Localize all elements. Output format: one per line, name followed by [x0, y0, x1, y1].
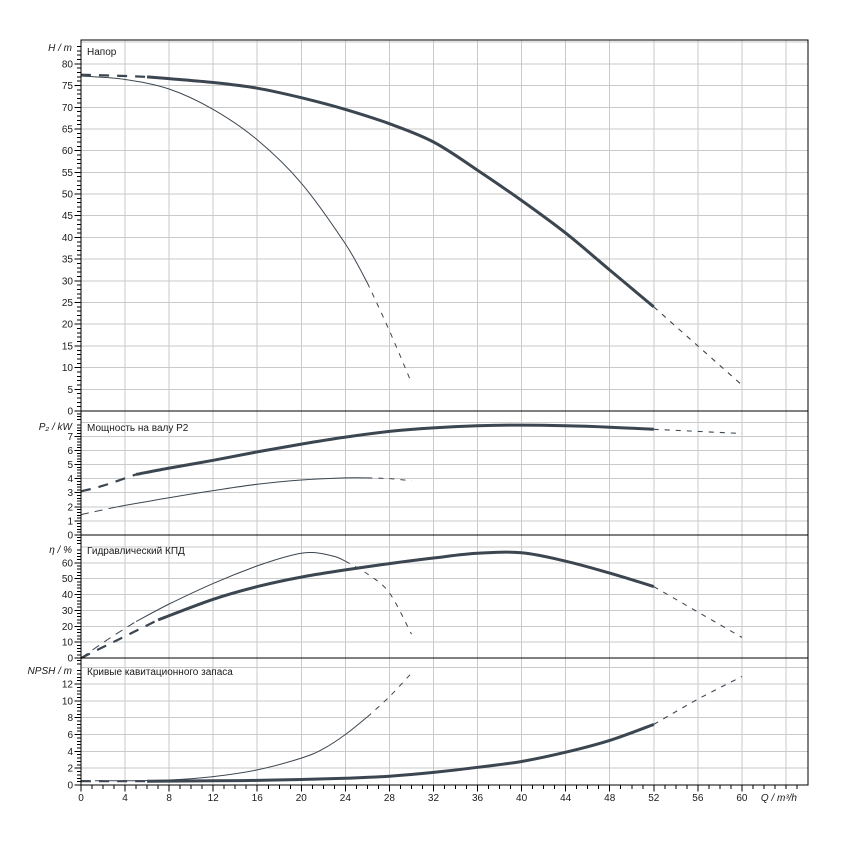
y-tick-label: 40	[62, 590, 74, 601]
efficiency-axis-unit-label: η / %	[49, 545, 72, 556]
x-tick-label: 28	[384, 793, 396, 804]
y-tick-label: 20	[62, 622, 74, 633]
y-tick-label: 30	[62, 276, 74, 287]
y-tick-label: 5	[67, 460, 73, 471]
y-tick-label: 0	[67, 781, 73, 792]
head-main-solid	[146, 75, 655, 309]
x-tick-label: 8	[166, 793, 172, 804]
npsh-main-solid	[147, 722, 655, 783]
x-tick-label: 0	[78, 793, 84, 804]
y-tick-label: 0	[67, 531, 73, 542]
y-tick-label: 25	[62, 298, 74, 309]
head-reduced-solid	[80, 75, 368, 284]
tick-label-layer: 0 4 8 12 16 20 24 28 32 36 40 44 48 52 56 6005101520253…	[62, 59, 748, 804]
y-tick-label: 3	[67, 488, 73, 499]
x-tick-label: 52	[648, 793, 660, 804]
head-main-dash-tail	[653, 306, 743, 386]
y-tick-label: 35	[62, 255, 74, 266]
x-tick-label: 60	[736, 793, 748, 804]
power-axis-unit-label: P₂ / kW	[39, 422, 74, 433]
power-reduced-dash-tail	[367, 477, 412, 482]
efficiency-panel-title: Гидравлический КПД	[87, 546, 185, 557]
power-reduced-solid	[113, 477, 368, 508]
y-tick-label: 15	[62, 341, 74, 352]
y-tick-label: 40	[62, 233, 74, 244]
npsh-reduced-solid	[125, 716, 368, 782]
head-main-dash-lead	[80, 73, 148, 78]
npsh-panel-title: Кривые кавитационного запаса	[87, 667, 233, 678]
grid-layer	[81, 40, 808, 785]
x-axis-unit-label: Q / m³/h	[761, 793, 798, 804]
y-tick-label: 10	[62, 638, 74, 649]
y-tick-label: 6	[67, 730, 73, 741]
x-tick-label: 32	[428, 793, 440, 804]
y-tick-label: 75	[62, 81, 74, 92]
y-tick-label: 50	[62, 574, 74, 585]
y-tick-label: 10	[62, 363, 74, 374]
y-tick-label: 4	[67, 474, 73, 485]
y-tick-label: 65	[62, 124, 74, 135]
y-tick-label: 2	[67, 764, 73, 775]
efficiency-main-solid	[157, 550, 655, 622]
head-panel-title: Напор	[87, 47, 117, 58]
x-tick-label: 20	[296, 793, 308, 804]
y-tick-label: 10	[62, 696, 74, 707]
efficiency-reduced-dash-tail	[345, 560, 412, 635]
power-main-dash-lead	[80, 473, 137, 493]
y-tick-label: 30	[62, 606, 74, 617]
x-tick-label: 44	[560, 793, 572, 804]
y-tick-label: 60	[62, 146, 74, 157]
x-tick-label: 24	[340, 793, 352, 804]
power-main-dash-tail	[653, 428, 742, 435]
y-tick-label: 80	[62, 59, 74, 70]
y-tick-label: 6	[67, 446, 73, 457]
y-tick-label: 0	[67, 407, 73, 418]
y-tick-label: 70	[62, 103, 74, 114]
efficiency-main-dash-tail	[653, 586, 743, 638]
x-tick-label: 16	[252, 793, 264, 804]
y-tick-label: 55	[62, 168, 74, 179]
efficiency-reduced-solid	[135, 551, 346, 622]
y-tick-label: 2	[67, 502, 73, 513]
x-tick-label: 36	[472, 793, 484, 804]
y-tick-label: 20	[62, 320, 74, 331]
power-reduced-dash-lead	[80, 507, 115, 516]
x-tick-label: 48	[604, 793, 616, 804]
y-tick-label: 5	[67, 385, 73, 396]
y-tick-label: 60	[62, 558, 74, 569]
tick-layer	[74, 46, 798, 792]
npsh-axis-unit-label: NPSH / m	[28, 666, 72, 677]
y-tick-label: 12	[62, 680, 74, 691]
y-tick-label: 50	[62, 190, 74, 201]
head-axis-unit-label: H / m	[48, 43, 72, 54]
efficiency-reduced-dash-lead	[80, 621, 137, 659]
y-tick-label: 0	[67, 654, 73, 665]
y-tick-label: 45	[62, 211, 74, 222]
curve-layer	[80, 73, 743, 783]
x-tick-label: 56	[692, 793, 704, 804]
power-main-solid	[135, 423, 654, 476]
npsh-main-dash-tail	[653, 676, 743, 725]
y-tick-label: 7	[67, 432, 73, 443]
y-tick-label: 1	[67, 516, 73, 527]
efficiency-main-dash-lead	[80, 618, 159, 659]
x-tick-label: 40	[516, 793, 528, 804]
head-reduced-dash-tail	[366, 282, 412, 383]
y-tick-label: 8	[67, 713, 73, 724]
caption-layer: H / m Напор P₂ / kW Мощность на валу P2 …	[28, 43, 798, 804]
power-panel-title: Мощность на валу P2	[87, 423, 189, 434]
x-tick-label: 4	[122, 793, 128, 804]
y-tick-label: 4	[67, 747, 73, 758]
x-tick-label: 12	[208, 793, 220, 804]
